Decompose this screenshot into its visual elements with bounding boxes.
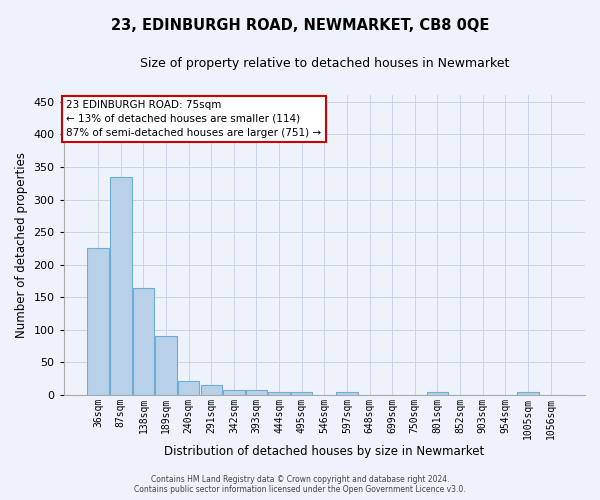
Bar [427, 392, 448, 395]
Bar [223, 390, 245, 395]
Title: Size of property relative to detached houses in Newmarket: Size of property relative to detached ho… [140, 58, 509, 70]
Text: 23 EDINBURGH ROAD: 75sqm
← 13% of detached houses are smaller (114)
87% of semi-: 23 EDINBURGH ROAD: 75sqm ← 13% of detach… [67, 100, 322, 138]
Bar [155, 336, 177, 395]
Bar [178, 382, 199, 395]
Text: 23, EDINBURGH ROAD, NEWMARKET, CB8 0QE: 23, EDINBURGH ROAD, NEWMARKET, CB8 0QE [111, 18, 489, 32]
Bar [88, 248, 109, 395]
Bar [268, 392, 290, 395]
Bar [291, 392, 313, 395]
X-axis label: Distribution of detached houses by size in Newmarket: Distribution of detached houses by size … [164, 444, 484, 458]
Text: Contains HM Land Registry data © Crown copyright and database right 2024.
Contai: Contains HM Land Registry data © Crown c… [134, 474, 466, 494]
Y-axis label: Number of detached properties: Number of detached properties [15, 152, 28, 338]
Bar [336, 392, 358, 395]
Bar [517, 392, 539, 395]
Bar [200, 384, 222, 395]
Bar [246, 390, 267, 395]
Bar [110, 176, 131, 395]
Bar [133, 288, 154, 395]
